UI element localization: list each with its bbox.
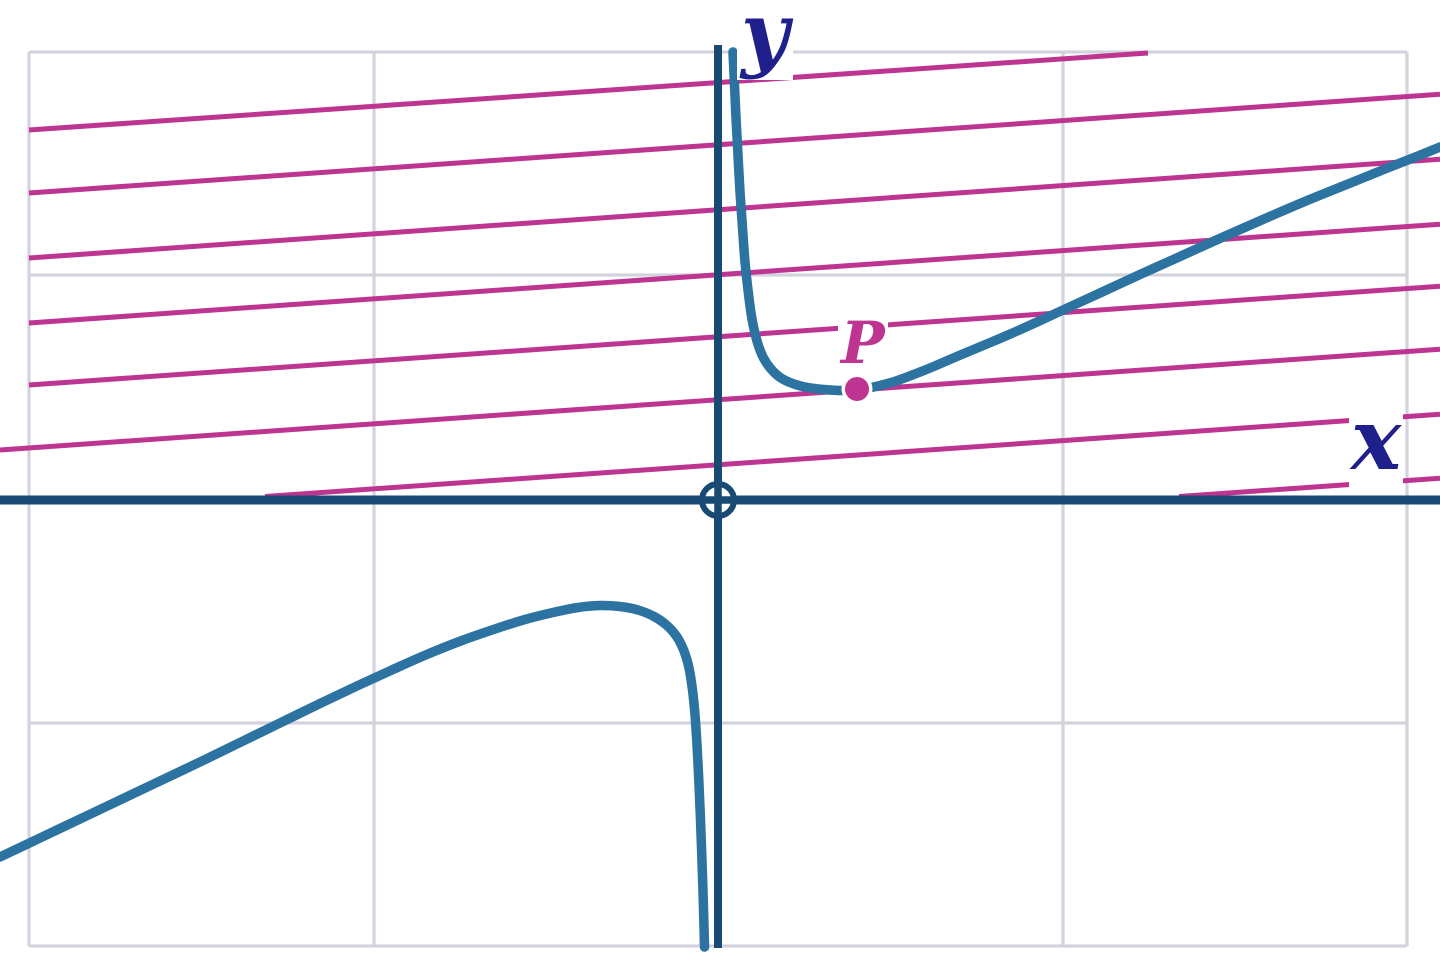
parallel-line: [28, 50, 1149, 133]
parallel-line: [28, 283, 1440, 388]
y-axis-label: y: [737, 0, 793, 80]
point-P-marker: [845, 377, 869, 401]
parallel-line: [264, 411, 1440, 499]
x-axis-label: x: [1349, 390, 1404, 489]
point-P-label: P: [838, 310, 888, 377]
parallel-line: [28, 156, 1440, 261]
curve-lower-branch: [0, 600, 710, 952]
curve-upper-branch: [728, 47, 1440, 396]
